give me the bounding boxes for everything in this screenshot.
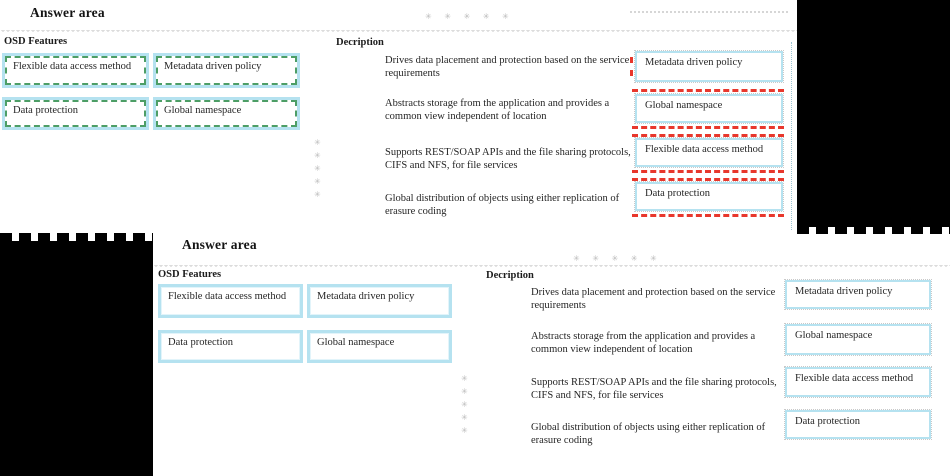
artifact-dotted-column — [791, 42, 792, 230]
drop-indicator-line — [632, 126, 784, 129]
description-header: Decription — [336, 37, 384, 48]
divider-zigzag — [0, 30, 797, 34]
answer-drop-box[interactable]: Data protection — [784, 409, 932, 440]
drop-indicator-line — [632, 178, 784, 181]
osd-features-header: OSD Features — [4, 36, 68, 47]
artifact-glyphs: ✳ ✳ ✳ ✳ ✳ — [573, 254, 662, 263]
description-text: Abstracts storage from the application a… — [385, 98, 610, 122]
answer-drop-box[interactable]: Metadata driven policy — [784, 279, 932, 310]
feature-box-label: Data protection — [5, 100, 146, 127]
drop-indicator-line — [630, 57, 633, 77]
drop-indicator-line — [632, 214, 784, 217]
osd-features-header: OSD Features — [158, 269, 222, 280]
artifact-glyphs: ✳ ✳ ✳ ✳ ✳ — [425, 12, 514, 21]
feature-box[interactable]: Metadata driven policy — [153, 53, 300, 88]
feature-box[interactable]: Data protection — [158, 330, 303, 363]
feature-box-label: Flexible data access method — [161, 287, 300, 315]
answer-drop-box[interactable]: Flexible data access method — [634, 137, 784, 168]
black-region-dashed-edge — [797, 227, 950, 234]
feature-box[interactable]: Data protection — [2, 97, 149, 130]
page-title: Answer area — [30, 5, 105, 20]
feature-box-label: Global namespace — [156, 100, 297, 127]
description-text: Global distribution of objects using eit… — [531, 422, 766, 446]
artifact-glyphs: ✳ ✳ ✳ ✳ ✳ — [314, 138, 321, 199]
answer-area-panel-2: Answer area ✳ ✳ ✳ ✳ ✳ OSD Features Decri… — [153, 233, 950, 476]
feature-box-label: Global namespace — [310, 333, 449, 360]
feature-box[interactable]: Global namespace — [307, 330, 452, 363]
answer-drop-box[interactable]: Flexible data access method — [784, 366, 932, 398]
divider-zigzag — [153, 265, 950, 269]
description-text: Abstracts storage from the application a… — [531, 331, 756, 355]
feature-box-label: Metadata driven policy — [156, 56, 297, 85]
description-header: Decription — [486, 270, 534, 281]
description-text: Drives data placement and protection bas… — [385, 55, 630, 79]
answer-area-panel-1: Answer area ✳ ✳ ✳ ✳ ✳ OSD Features Decri… — [0, 0, 797, 233]
feature-box[interactable]: Global namespace — [153, 97, 300, 130]
feature-box-label: Metadata driven policy — [310, 287, 449, 315]
drop-indicator-line — [632, 89, 784, 92]
feature-box-label: Flexible data access method — [5, 56, 146, 85]
description-text: Drives data placement and protection bas… — [531, 287, 776, 311]
answer-drop-box[interactable]: Global namespace — [784, 323, 932, 356]
answer-drop-box[interactable]: Metadata driven policy — [634, 50, 784, 83]
answer-drop-box[interactable]: Global namespace — [634, 93, 784, 124]
drop-indicator-line — [632, 134, 784, 137]
feature-box-label: Data protection — [161, 333, 300, 360]
black-region-dashed-edge — [0, 233, 153, 241]
page-title: Answer area — [182, 237, 257, 252]
feature-box[interactable]: Flexible data access method — [2, 53, 149, 88]
drop-indicator-line — [632, 170, 784, 173]
artifact-glyphs: ✳ ✳ ✳ ✳ ✳ — [461, 374, 468, 435]
description-text: Supports REST/SOAP APIs and the file sha… — [531, 377, 777, 401]
answer-drop-box[interactable]: Data protection — [634, 181, 784, 212]
artifact-dotted-row — [630, 11, 788, 13]
description-text: Global distribution of objects using eit… — [385, 193, 620, 217]
feature-box[interactable]: Flexible data access method — [158, 284, 303, 318]
description-text: Supports REST/SOAP APIs and the file sha… — [385, 147, 631, 171]
feature-box[interactable]: Metadata driven policy — [307, 284, 452, 318]
